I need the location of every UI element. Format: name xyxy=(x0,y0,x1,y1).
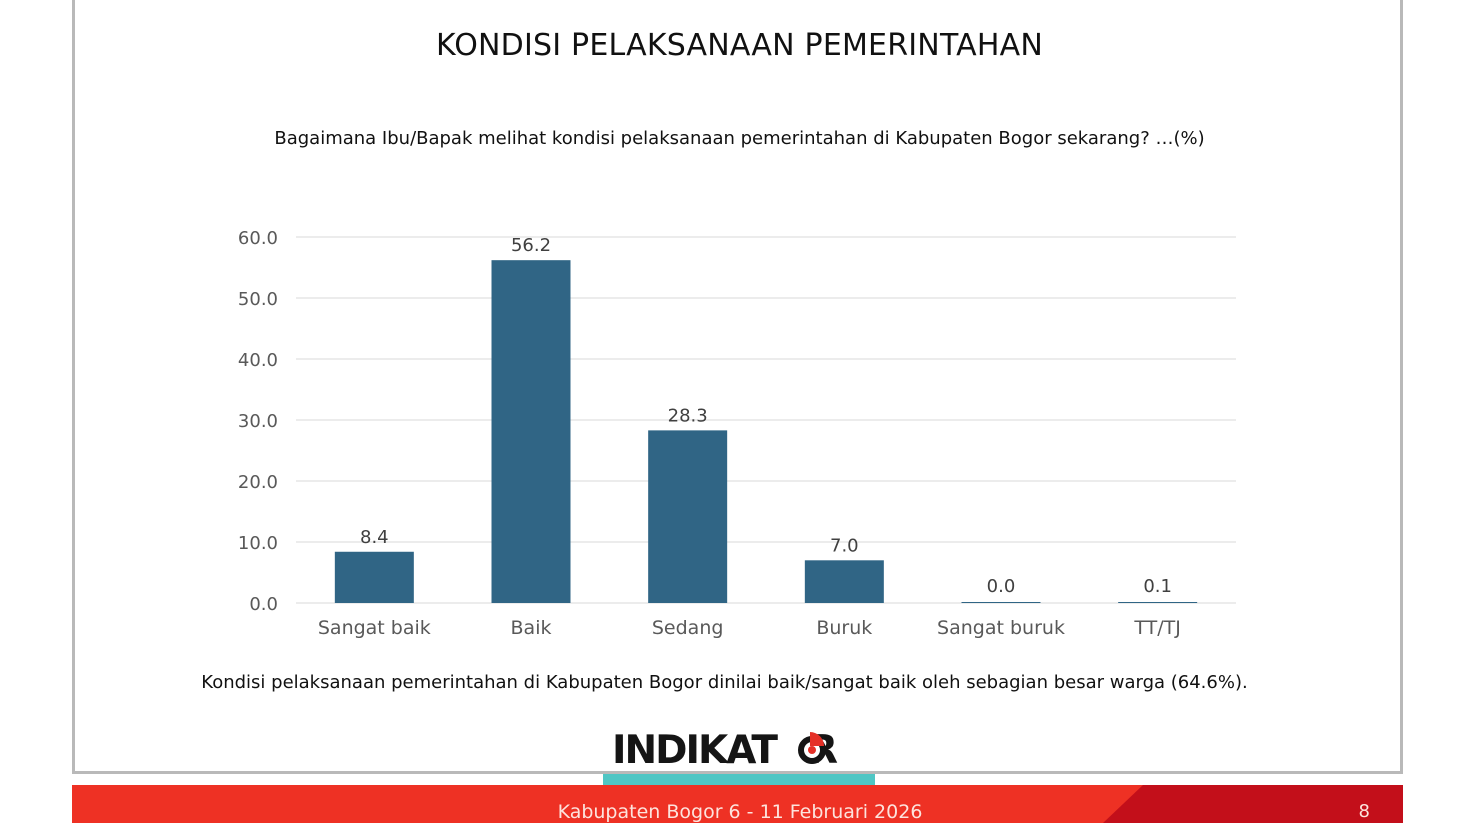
x-category-label: TT/TJ xyxy=(1133,617,1181,639)
bar-chart: 0.0 10.0 20.0 30.0 40.0 50.0 60.0 8.4 Sangat bai… xyxy=(238,228,1236,639)
data-label: 8.4 xyxy=(360,527,389,548)
y-tick-label: 10.0 xyxy=(238,533,278,554)
data-label: 0.1 xyxy=(1143,576,1172,597)
bar xyxy=(961,602,1041,603)
y-tick-label: 60.0 xyxy=(238,228,278,249)
y-tick-label: 20.0 xyxy=(238,472,278,493)
x-category-label: Sedang xyxy=(652,617,724,639)
indikator-logo: INDIKATR xyxy=(612,728,872,776)
x-category-label: Sangat baik xyxy=(318,617,431,639)
x-category-label: Baik xyxy=(511,617,552,639)
x-category-label: Sangat buruk xyxy=(937,617,1065,639)
footer-bar: Kabupaten Bogor 6 - 11 Februari 2026 8 xyxy=(72,785,1403,823)
page-title: KONDISI PELAKSANAAN PEMERINTAHAN xyxy=(436,28,1043,63)
bar xyxy=(491,260,571,603)
bar xyxy=(334,551,414,603)
slide-frame xyxy=(72,0,1403,774)
data-label: 28.3 xyxy=(668,405,708,426)
logo-dot-icon xyxy=(808,746,816,754)
survey-question: Bagaimana Ibu/Bapak melihat kondisi pela… xyxy=(274,128,1205,149)
data-label: 7.0 xyxy=(830,535,859,556)
data-label: 56.2 xyxy=(511,235,551,256)
x-category-label: Buruk xyxy=(816,617,872,639)
bar xyxy=(648,430,728,603)
y-tick-label: 30.0 xyxy=(238,411,278,432)
y-tick-label: 0.0 xyxy=(249,594,278,615)
chart-note: Kondisi pelaksanaan pemerintahan di Kabu… xyxy=(201,672,1248,693)
page-number: 8 xyxy=(1358,801,1370,822)
y-tick-label: 40.0 xyxy=(238,350,278,371)
footer-dark-stripe xyxy=(1103,785,1403,823)
y-tick-label: 50.0 xyxy=(238,289,278,310)
footer-text: Kabupaten Bogor 6 - 11 Februari 2026 xyxy=(557,801,923,823)
bar xyxy=(804,560,884,603)
bar xyxy=(1118,602,1198,603)
data-label: 0.0 xyxy=(987,576,1016,597)
